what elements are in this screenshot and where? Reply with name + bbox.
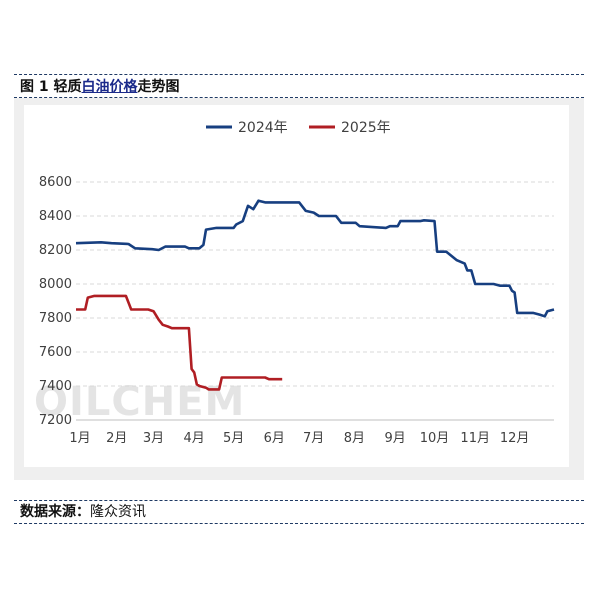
y-tick-label: 7800: [39, 311, 72, 326]
x-tick-label: 11月: [460, 431, 490, 446]
price-trend-chart: OILCHEM 7200 7400 7600 7800 8000 8200 8400 8600…: [34, 120, 555, 446]
y-tick-label: 7600: [39, 345, 72, 360]
caption-suffix: 走势图: [137, 79, 180, 95]
watermark: OILCHEM: [34, 379, 245, 425]
x-tick-label: 6月: [264, 431, 285, 446]
watermark-text: OILCHEM: [34, 379, 245, 425]
x-tick-label: 3月: [143, 431, 164, 446]
x-tick-label: 9月: [384, 431, 405, 446]
x-tick-label: 8月: [344, 431, 365, 446]
axis-labels: 7200 7400 7600 7800 8000 8200 8400 8600 1月 2月 3月 4月…: [39, 175, 529, 446]
chart-panel: OILCHEM 7200 7400 7600 7800 8000 8200 8400 8600…: [14, 98, 584, 480]
x-tick-label: 1月: [69, 431, 90, 446]
x-tick-label: 4月: [184, 431, 205, 446]
y-tick-label: 8000: [39, 277, 72, 292]
series-line-0: [75, 199, 555, 318]
y-tick-label: 7400: [39, 379, 72, 394]
series-lines: [75, 199, 555, 391]
caption-link[interactable]: 白油价格: [81, 79, 138, 95]
y-tick-label: 8200: [39, 243, 72, 258]
source-line: 数据来源：隆众资讯: [14, 500, 584, 524]
series-line-1: [76, 294, 283, 391]
source-label: 数据来源：: [20, 504, 90, 520]
y-tick-label: 8400: [39, 209, 72, 224]
x-tick-label: 2月: [106, 431, 127, 446]
gridlines: [76, 181, 554, 421]
legend-label: 2024年: [238, 120, 288, 136]
x-tick-label: 12月: [500, 431, 530, 446]
caption-prefix: 图 1 轻质: [20, 79, 82, 95]
legend-label: 2025年: [341, 120, 391, 136]
chart-card: OILCHEM 7200 7400 7600 7800 8000 8200 8400 8600…: [24, 105, 569, 467]
source-value: 隆众资讯: [90, 504, 146, 520]
figure-caption: 图 1 轻质白油价格走势图: [14, 74, 584, 98]
y-tick-label: 8600: [39, 175, 72, 190]
y-tick-label: 7200: [39, 413, 72, 428]
legend: 2024年 2025年: [206, 120, 391, 136]
x-tick-label: 5月: [223, 431, 244, 446]
x-tick-label: 7月: [303, 431, 324, 446]
x-tick-label: 10月: [420, 431, 450, 446]
